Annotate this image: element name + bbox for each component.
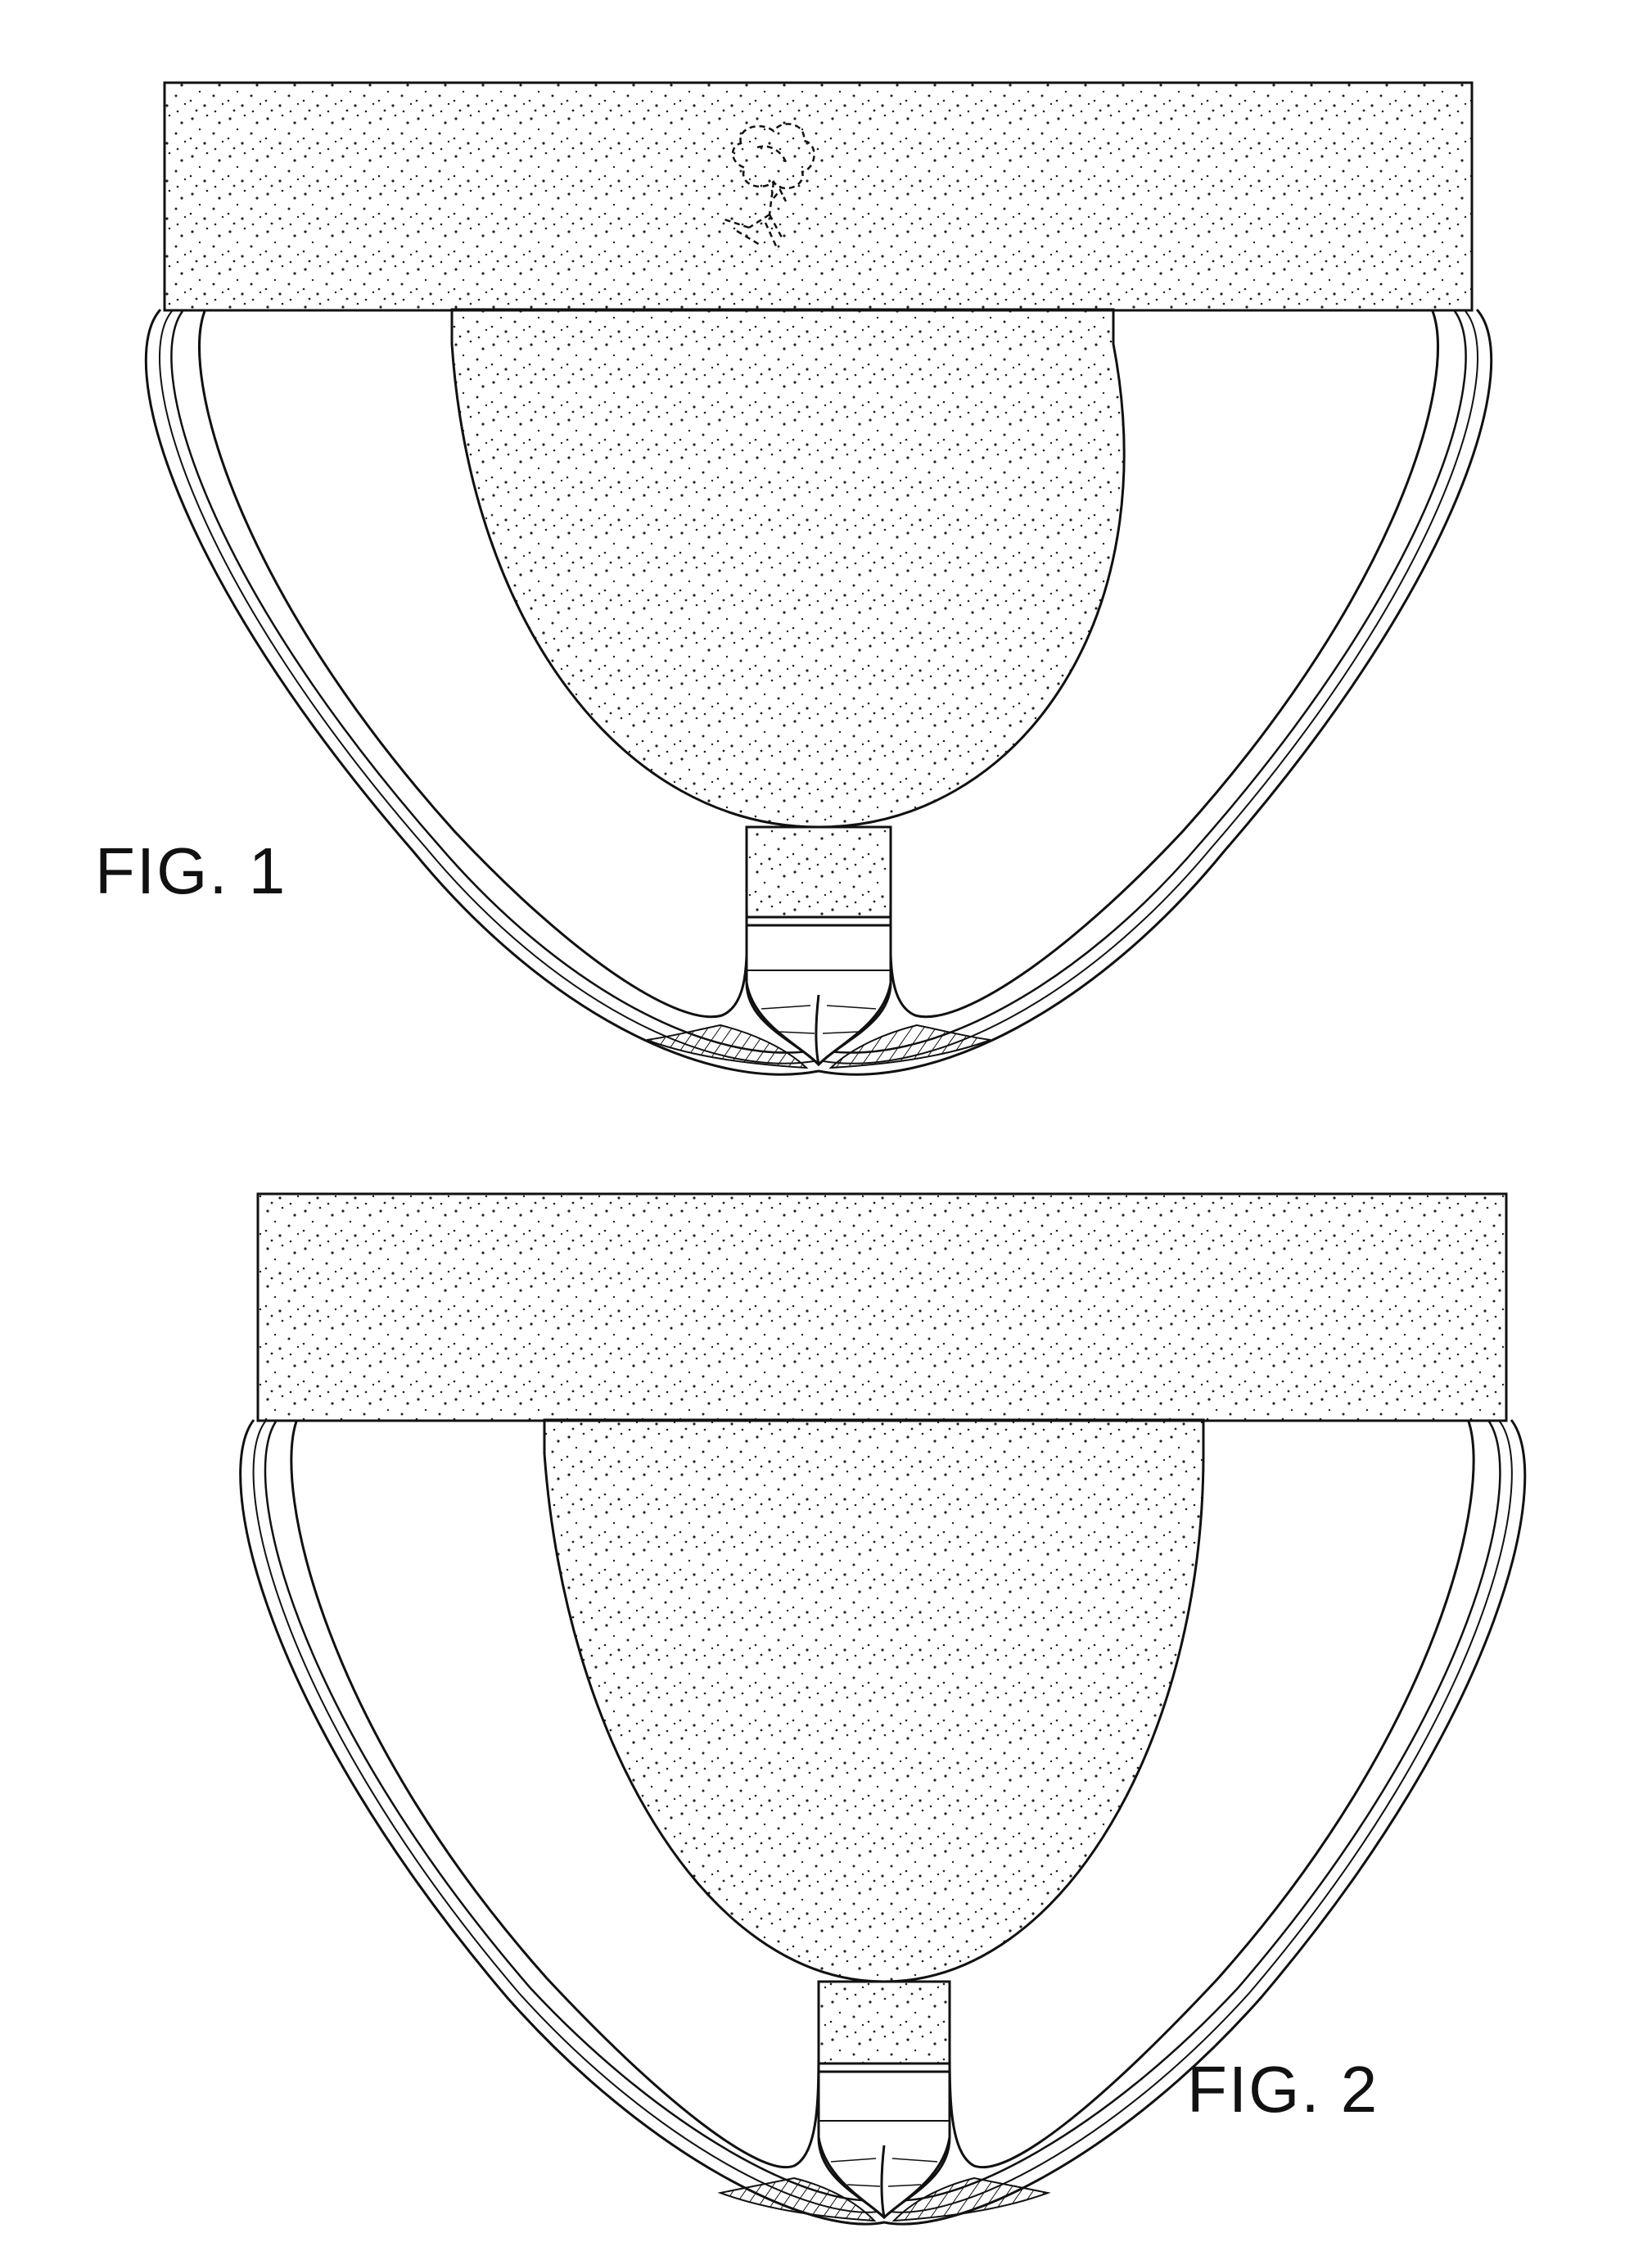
- fig2-pouch: [544, 1420, 1203, 1982]
- figure-2-label: FIG. 2: [1187, 2052, 1379, 2127]
- figure-1: [146, 83, 1491, 1074]
- fig2-waistband: [258, 1194, 1506, 1421]
- figure-1-label: FIG. 1: [95, 834, 287, 909]
- fig1-center-strap: [747, 827, 891, 1064]
- fig1-waistband: [165, 83, 1472, 310]
- fig2-center-strap: [819, 1982, 950, 2217]
- fig1-pouch: [452, 310, 1124, 827]
